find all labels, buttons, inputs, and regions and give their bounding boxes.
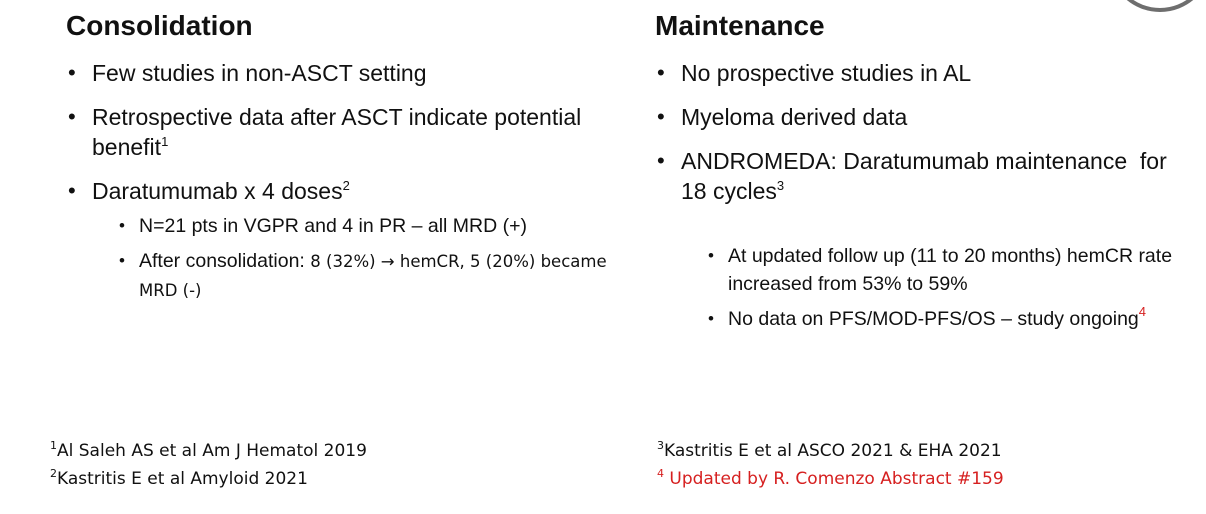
maintenance-sub-bullet: At updated follow up (11 to 20 months) h… <box>705 242 1195 298</box>
consolidation-sub-bullet: N=21 pts in VGPR and 4 in PR – all MRD (… <box>116 212 626 240</box>
reference-item-highlighted: 4 Updated by R. Comenzo Abstract #159 <box>657 467 1004 489</box>
consolidation-title: Consolidation <box>66 10 253 41</box>
reference-item: 1Al Saleh AS et al Am J Hematol 2019 <box>50 439 367 461</box>
maintenance-sub-bullet-list: At updated follow up (11 to 20 months) h… <box>681 242 1195 333</box>
maintenance-bullet: No prospective studies in AL <box>655 58 1195 88</box>
footnote-marker: 3 <box>776 178 785 193</box>
consolidation-sub-bullet-list: N=21 pts in VGPR and 4 in PR – all MRD (… <box>92 212 626 305</box>
consolidation-bullet: Daratumumab x 4 doses2 N=21 pts in VGPR … <box>66 176 626 305</box>
reference-item: 2Kastritis E et al Amyloid 2021 <box>50 467 308 489</box>
consolidation-sub-bullet: After consolidation: 8 (32%) → hemCR, 5 … <box>116 247 626 305</box>
references-left: 1Al Saleh AS et al Am J Hematol 2019 2Ka… <box>50 437 367 493</box>
maintenance-sub-bullet: No data on PFS/MOD-PFS/OS – study ongoin… <box>705 305 1195 333</box>
maintenance-title: Maintenance <box>655 10 825 41</box>
reference-item: 3Kastritis E et al ASCO 2021 & EHA 2021 <box>657 439 1002 461</box>
footnote-marker: 2 <box>342 178 350 193</box>
maintenance-bullet: Myeloma derived data <box>655 102 1195 132</box>
consolidation-bullet: Retrospective data after ASCT indicate p… <box>66 102 626 162</box>
consolidation-bullet-list: Few studies in non-ASCT setting Retrospe… <box>66 58 626 319</box>
maintenance-bullet-list: No prospective studies in AL Myeloma der… <box>655 58 1195 414</box>
footnote-marker: 1 <box>161 134 169 149</box>
maintenance-bullet: ANDROMEDA: Daratumumab maintenance for 1… <box>655 146 1195 400</box>
consolidation-bullet: Few studies in non-ASCT setting <box>66 58 626 88</box>
corner-badge-ring <box>1108 0 1206 12</box>
footnote-marker: 4 <box>1138 304 1147 319</box>
references-right: 3Kastritis E et al ASCO 2021 & EHA 2021 … <box>657 437 1004 493</box>
